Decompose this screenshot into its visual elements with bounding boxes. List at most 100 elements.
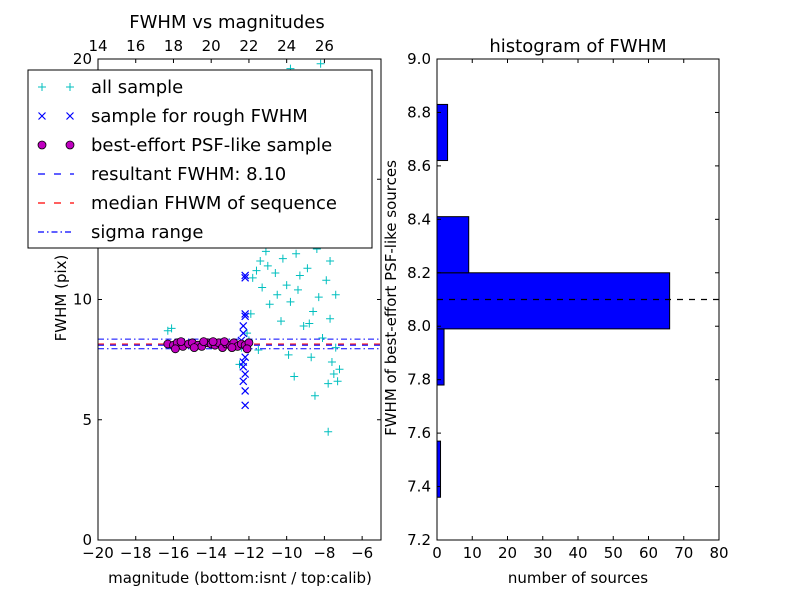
data-point <box>273 290 282 299</box>
legend-label: sigma range <box>91 222 203 243</box>
data-point <box>220 337 229 346</box>
x-tick-label: 20 <box>498 544 517 562</box>
data-point <box>241 353 250 362</box>
data-point <box>241 370 250 378</box>
histogram-plot-area: 0 10 20 30 40 50 60 70 80 7.2 7.4 7.6 7.8 8.0 8.2 8.4 8.… <box>407 50 728 562</box>
data-point <box>241 310 250 318</box>
data-point <box>284 350 293 359</box>
x-tick-label: 10 <box>463 544 482 562</box>
top-tick-label: 18 <box>164 37 183 55</box>
y-tick-label: 10 <box>73 291 92 309</box>
data-point <box>290 372 299 381</box>
data-point <box>208 337 218 346</box>
histogram-bar <box>436 440 442 498</box>
x-tick-label: 0 <box>432 544 442 562</box>
data-point <box>282 281 291 290</box>
data-point <box>318 333 327 342</box>
x-tick-label: −14 <box>195 544 227 562</box>
legend-box <box>27 69 373 249</box>
data-point <box>314 293 323 302</box>
data-point <box>324 427 333 436</box>
data-point <box>241 386 250 395</box>
scatter-panel: FWHM vs magnitudes −20 −18 −16 −14 −12 −10 −8−… <box>52 12 382 587</box>
y-tick-label: 20 <box>73 50 92 68</box>
histogram-bar <box>436 216 470 274</box>
data-point <box>242 344 252 354</box>
data-point <box>316 59 325 68</box>
y-tick-label: 0 <box>82 531 92 549</box>
data-point <box>248 273 257 282</box>
legend-label: best-effort PSF-like sample <box>91 135 332 156</box>
data-point <box>227 343 237 353</box>
y-tick-label: 7.8 <box>407 371 431 389</box>
x-tick-label: 50 <box>604 544 623 562</box>
data-point <box>239 377 248 386</box>
data-point <box>271 269 280 278</box>
top-tick-label: 22 <box>239 37 258 55</box>
data-point <box>309 307 318 316</box>
data-point <box>333 377 342 386</box>
legend-label: all sample <box>91 77 183 98</box>
data-point <box>241 312 250 321</box>
data-point <box>335 365 344 374</box>
data-point <box>241 401 250 410</box>
data-point <box>327 358 336 367</box>
x-tick-label: −16 <box>158 544 190 562</box>
x-tick-label: 60 <box>639 544 658 562</box>
legend-entry: all sample <box>38 77 183 98</box>
data-point <box>189 343 199 353</box>
scatter-plot-area: −20 −18 −16 −14 −12 −10 −8 −6 14 16 18 20 22 24 26 0 5 10… <box>73 37 382 562</box>
x-tick-label: 40 <box>568 544 587 562</box>
data-point <box>252 266 261 275</box>
x-tick-label: −18 <box>120 544 152 562</box>
data-point <box>278 254 287 263</box>
data-point <box>239 329 248 338</box>
data-point <box>324 379 333 388</box>
legend: all sample sample for rough FWHM best-effo… <box>27 69 373 249</box>
legend-entry: resultant FWHM: 8.10 <box>38 164 286 185</box>
x-tick-label: −20 <box>82 544 114 562</box>
y-tick-label: 8.0 <box>407 317 431 335</box>
histogram-bar <box>436 272 671 330</box>
data-point <box>199 337 209 346</box>
top-tick-label: 16 <box>126 37 145 55</box>
scatter-title: FWHM vs magnitudes <box>129 12 324 33</box>
data-point <box>295 271 304 280</box>
histogram-x-axis-label: number of sources <box>508 569 648 587</box>
legend-marker <box>38 83 46 91</box>
x-tick-label: −6 <box>351 544 373 562</box>
data-point <box>258 283 267 292</box>
x-tick-label: 30 <box>533 544 552 562</box>
data-point <box>322 276 331 285</box>
data-point <box>292 249 301 258</box>
series-2 <box>163 337 254 354</box>
data-point <box>286 297 295 306</box>
legend-marker <box>65 140 75 150</box>
data-point <box>265 300 274 309</box>
data-point <box>239 362 248 371</box>
data-point <box>331 290 340 299</box>
scatter-y-axis-label: FWHM (pix) <box>52 255 70 342</box>
y-tick-label: 8.4 <box>407 210 431 228</box>
histogram-y-axis-label: FWHM of best-effort PSF-like sources <box>382 160 400 436</box>
data-point <box>293 285 302 294</box>
data-point <box>241 271 250 280</box>
top-tick-label: 24 <box>277 37 296 55</box>
data-point <box>261 247 270 256</box>
data-point <box>243 329 252 338</box>
top-tick-label: 26 <box>315 37 334 55</box>
legend-marker <box>37 140 47 150</box>
x-tick-label: −10 <box>271 544 303 562</box>
data-point <box>167 324 176 333</box>
y-tick-label: 8.8 <box>407 103 431 121</box>
data-point <box>331 343 340 352</box>
legend-entry: sigma range <box>38 222 203 243</box>
x-tick-label: 70 <box>674 544 693 562</box>
data-point <box>254 346 263 355</box>
y-tick-label: 9.0 <box>407 50 431 68</box>
y-tick-label: 7.4 <box>407 478 431 496</box>
legend-entry: sample for rough FWHM <box>38 106 308 127</box>
data-point <box>326 257 335 266</box>
data-point <box>170 344 180 354</box>
